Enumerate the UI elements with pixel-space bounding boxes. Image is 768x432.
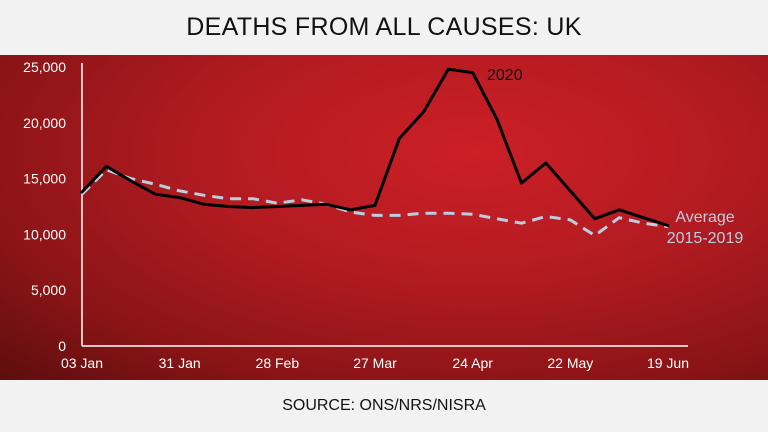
y-tick-label: 15,000: [23, 171, 66, 187]
x-tick-label: 03 Jan: [61, 355, 103, 371]
chart-title: DEATHS FROM ALL CAUSES: UK: [186, 13, 582, 41]
y-tick-label: 10,000: [23, 226, 66, 242]
x-tick-label: 31 Jan: [159, 355, 201, 371]
source-bar: SOURCE: ONS/NRS/NISRA: [0, 380, 768, 432]
y-tick-label: 0: [58, 338, 66, 354]
series-2020-line: [80, 67, 670, 227]
x-tick-label: 27 Mar: [353, 355, 397, 371]
series-label-2020: 2020: [487, 67, 523, 84]
series-label-average-years: 2015-2019: [667, 230, 744, 247]
y-tick-label: 20,000: [23, 115, 66, 131]
series-label-average: Average: [675, 209, 734, 226]
x-tick-label: 28 Feb: [256, 355, 300, 371]
label-layer: 2020 Average 2015-2019: [487, 67, 743, 247]
series-layer: [80, 67, 670, 237]
y-tick-label: 25,000: [23, 59, 66, 75]
series-average-line: [80, 168, 669, 237]
axis-layer: 0 5,000 10,000 15,000 20,000 25,000 03 Jan 31 J…: [23, 59, 689, 371]
title-bar: DEATHS FROM ALL CAUSES: UK: [0, 0, 768, 55]
y-tick-label: 5,000: [31, 282, 66, 298]
x-tick-label: 24 Apr: [452, 355, 493, 371]
x-tick-label: 19 Jun: [647, 355, 689, 371]
x-tick-label: 22 May: [547, 355, 593, 371]
source-label: SOURCE: ONS/NRS/NISRA: [282, 397, 486, 414]
